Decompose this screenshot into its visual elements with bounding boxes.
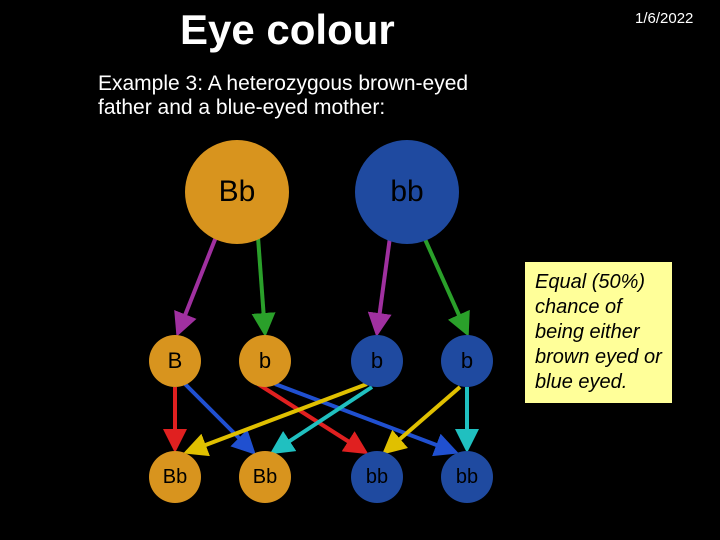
- example-line-2: father and a blue-eyed mother:: [98, 96, 385, 119]
- cross-arrow: [275, 384, 455, 452]
- offspring-node: Bb: [239, 451, 291, 503]
- gamete-label: b: [461, 348, 473, 374]
- cross-arrow: [273, 387, 372, 452]
- result-line-1: Equal (50%): [535, 271, 645, 293]
- meiosis-arrow: [424, 237, 467, 333]
- gamete-node: b: [441, 335, 493, 387]
- meiosis-arrow: [377, 237, 390, 333]
- gamete-label: B: [168, 348, 183, 374]
- offspring-label: Bb: [163, 466, 187, 489]
- result-line-4: brown eyed or: [535, 346, 662, 368]
- gamete-label: b: [371, 348, 383, 374]
- result-line-5: blue eyed.: [535, 371, 627, 393]
- result-line-2: chance of: [535, 296, 622, 318]
- parent-label: bb: [390, 175, 423, 209]
- gamete-node: b: [239, 335, 291, 387]
- meiosis-arrow: [258, 237, 265, 333]
- offspring-node: bb: [351, 451, 403, 503]
- date-stamp: 1/6/2022: [635, 10, 693, 27]
- meiosis-arrow: [178, 237, 216, 333]
- parent-label: Bb: [219, 175, 256, 209]
- example-description: Example 3: A heterozygous brown-eyed fat…: [98, 72, 468, 120]
- offspring-node: Bb: [149, 451, 201, 503]
- parent-node: Bb: [185, 140, 289, 244]
- result-line-3: being either: [535, 321, 640, 343]
- gamete-node: B: [149, 335, 201, 387]
- offspring-node: bb: [441, 451, 493, 503]
- example-line-1: Example 3: A heterozygous brown-eyed: [98, 72, 468, 95]
- page-title: Eye colour: [180, 6, 395, 54]
- cross-arrow: [187, 384, 367, 452]
- cross-arrow: [385, 387, 460, 452]
- gamete-label: b: [259, 348, 271, 374]
- offspring-label: bb: [456, 466, 478, 489]
- offspring-label: Bb: [253, 466, 277, 489]
- gamete-node: b: [351, 335, 403, 387]
- offspring-label: bb: [366, 466, 388, 489]
- cross-arrow: [185, 384, 253, 452]
- parent-node: bb: [355, 140, 459, 244]
- cross-arrow: [258, 384, 365, 452]
- result-caption: Equal (50%) chance of being either brown…: [525, 262, 672, 403]
